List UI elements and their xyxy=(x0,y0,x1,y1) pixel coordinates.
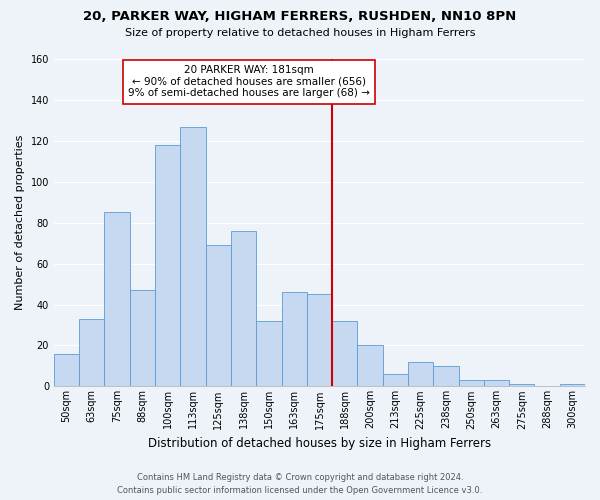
Y-axis label: Number of detached properties: Number of detached properties xyxy=(15,135,25,310)
Bar xyxy=(358,346,383,387)
Bar xyxy=(484,380,509,386)
X-axis label: Distribution of detached houses by size in Higham Ferrers: Distribution of detached houses by size … xyxy=(148,437,491,450)
Bar xyxy=(181,126,206,386)
Bar xyxy=(458,380,484,386)
Bar xyxy=(332,321,358,386)
Bar xyxy=(206,245,231,386)
Bar xyxy=(281,292,307,386)
Bar xyxy=(408,362,433,386)
Bar xyxy=(433,366,458,386)
Bar xyxy=(54,354,79,386)
Bar xyxy=(509,384,535,386)
Bar xyxy=(231,231,256,386)
Text: Size of property relative to detached houses in Higham Ferrers: Size of property relative to detached ho… xyxy=(125,28,475,38)
Bar xyxy=(79,319,104,386)
Bar xyxy=(130,290,155,386)
Bar xyxy=(560,384,585,386)
Bar xyxy=(307,294,332,386)
Bar xyxy=(104,212,130,386)
Bar xyxy=(155,145,181,386)
Bar xyxy=(383,374,408,386)
Text: 20, PARKER WAY, HIGHAM FERRERS, RUSHDEN, NN10 8PN: 20, PARKER WAY, HIGHAM FERRERS, RUSHDEN,… xyxy=(83,10,517,23)
Text: Contains HM Land Registry data © Crown copyright and database right 2024.
Contai: Contains HM Land Registry data © Crown c… xyxy=(118,474,482,495)
Bar xyxy=(256,321,281,386)
Text: 20 PARKER WAY: 181sqm
← 90% of detached houses are smaller (656)
9% of semi-deta: 20 PARKER WAY: 181sqm ← 90% of detached … xyxy=(128,65,370,98)
